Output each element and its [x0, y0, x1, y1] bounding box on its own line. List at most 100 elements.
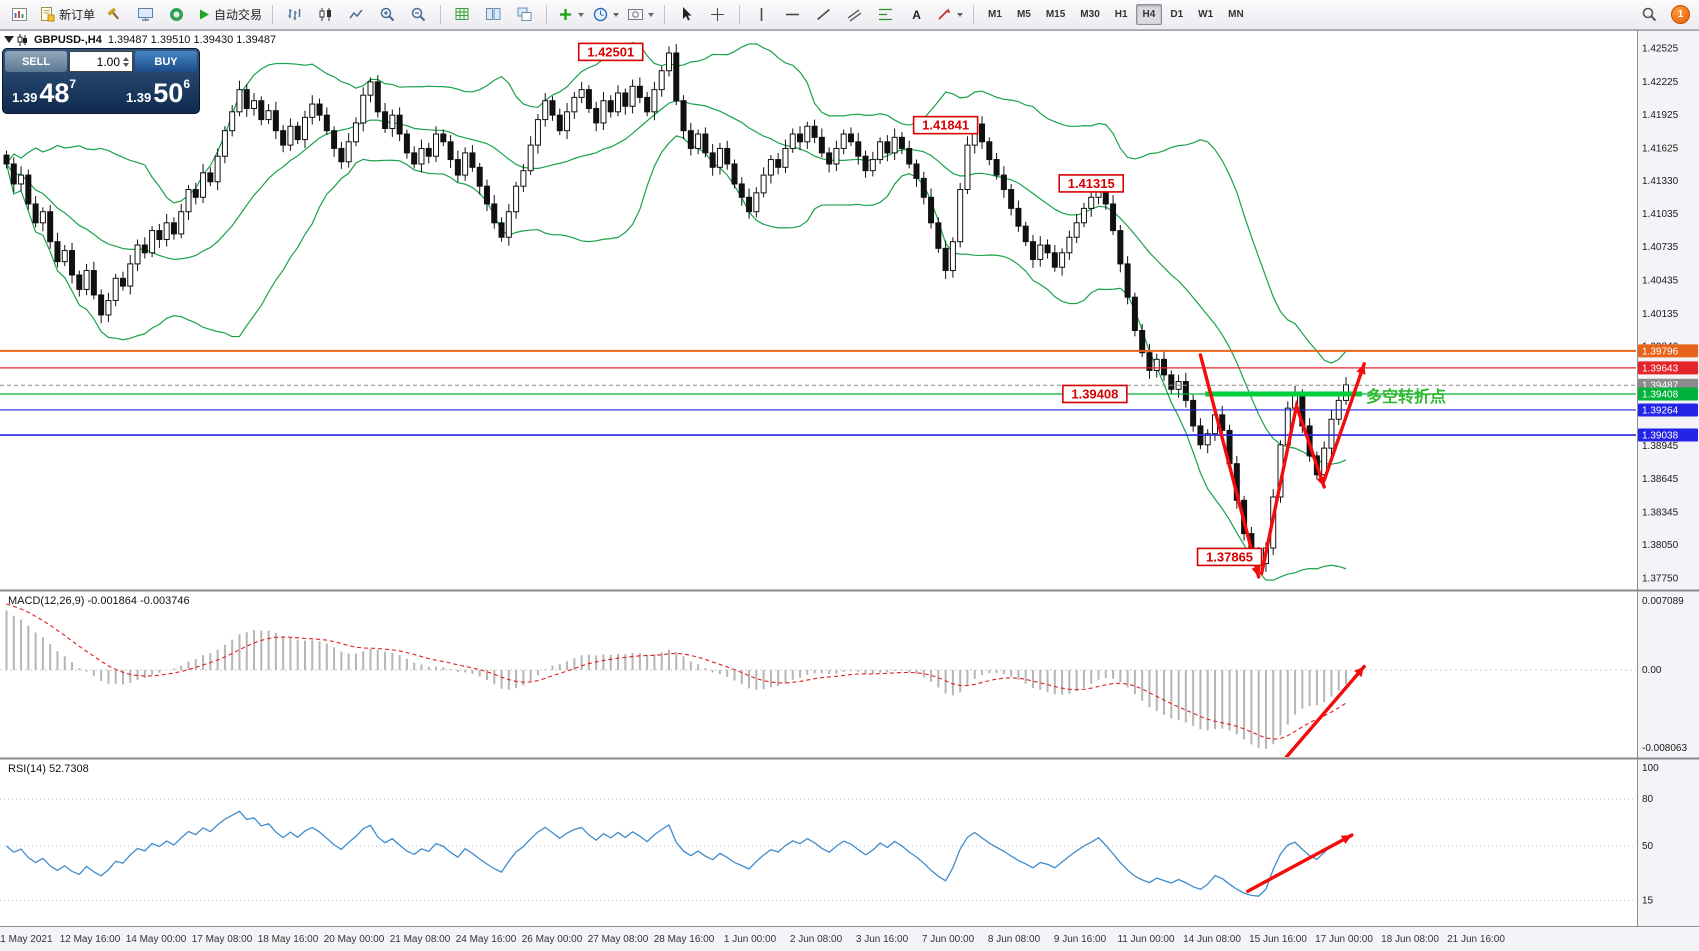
volume-input[interactable]: 1.00 — [69, 51, 133, 72]
candle — [1037, 244, 1044, 260]
candlestick-chart-icon — [319, 8, 332, 21]
candle — [964, 144, 971, 191]
svg-text:1.41625: 1.41625 — [1642, 143, 1679, 154]
price-callout[interactable]: 1.41315 — [1058, 174, 1125, 193]
time-label: 14 Jun 08:00 — [1183, 934, 1241, 945]
timeframe-H1[interactable]: H1 — [1114, 9, 1128, 20]
candle — [1022, 225, 1029, 243]
timeframe-M5[interactable]: M5 — [1016, 9, 1031, 20]
strategy-tester-button[interactable] — [100, 3, 129, 27]
candle — [301, 116, 308, 141]
volume-stepper[interactable] — [123, 56, 129, 67]
arrow-tool-button[interactable] — [933, 3, 966, 27]
price-callout[interactable]: 1.37865 — [1196, 547, 1263, 567]
terminal-button[interactable] — [131, 3, 160, 27]
candle — [396, 114, 403, 135]
candlestick-chart-button[interactable] — [311, 3, 340, 27]
grid-button[interactable] — [448, 3, 477, 27]
text-label-button[interactable]: A — [902, 3, 931, 27]
support-zone-segment[interactable] — [1205, 391, 1363, 397]
candle — [957, 189, 964, 243]
stepper-down-icon[interactable] — [123, 62, 129, 67]
timeframe-D1[interactable]: D1 — [1170, 9, 1184, 20]
trend-arrow[interactable] — [1246, 833, 1354, 893]
cursor-button[interactable] — [672, 3, 701, 27]
candle — [1168, 374, 1175, 390]
one-click-collapse-icon[interactable] — [4, 36, 14, 43]
tile-windows-button[interactable] — [479, 3, 508, 27]
candlesticks — [3, 44, 1350, 573]
trend-arrow[interactable] — [1266, 664, 1366, 781]
timeframe-H4[interactable]: H4 — [1135, 4, 1163, 25]
candle — [665, 52, 672, 72]
timeframe-M30[interactable]: M30 — [1080, 9, 1100, 20]
time-axis[interactable]: 11 May 2021 12 May 16:00 14 May 00:00 17 Ma… — [0, 934, 1505, 945]
stepper-up-icon[interactable] — [123, 56, 129, 61]
trend-arrow[interactable] — [1322, 362, 1366, 483]
autotrade-button[interactable]: 自动交易 — [193, 3, 265, 27]
notification-badge[interactable]: 1 — [1671, 5, 1690, 24]
candle — [811, 125, 818, 138]
vertical-line-button[interactable] — [747, 3, 776, 27]
candle — [622, 92, 629, 107]
price-callout[interactable]: 1.42501 — [577, 42, 644, 62]
add-indicator-button[interactable] — [554, 3, 587, 27]
candle — [564, 111, 571, 132]
bar-chart-button[interactable] — [280, 3, 309, 27]
fibonacci-button[interactable] — [871, 3, 900, 27]
candle — [389, 114, 396, 129]
buy-button[interactable]: BUY — [135, 51, 197, 72]
period-button[interactable] — [589, 3, 622, 27]
timeframe-MN[interactable]: MN — [1228, 9, 1244, 20]
candle — [549, 100, 556, 116]
timeframe-M1[interactable]: M1 — [988, 9, 1002, 20]
candle — [367, 81, 374, 96]
new-chart-button[interactable] — [5, 3, 34, 27]
zoom-in-icon — [380, 7, 395, 22]
crosshair-button[interactable] — [703, 3, 732, 27]
price-tag: 1.39038 — [1638, 428, 1698, 442]
timeframe-W1[interactable]: W1 — [1198, 9, 1214, 20]
chart-window-icon — [12, 8, 27, 21]
candle — [578, 89, 585, 98]
candle — [149, 230, 156, 254]
svg-text:1.39643: 1.39643 — [1642, 363, 1679, 374]
trend-arrow[interactable] — [1259, 399, 1326, 576]
price-callout[interactable]: 1.41841 — [912, 115, 979, 135]
trendline-button[interactable] — [809, 3, 838, 27]
buy-price[interactable]: 1.39506 — [125, 77, 190, 108]
screenshot-button[interactable] — [624, 3, 657, 27]
svg-text:1.42225: 1.42225 — [1642, 77, 1679, 88]
time-label: 26 May 00:00 — [522, 934, 583, 945]
community-button[interactable] — [162, 3, 191, 27]
zoom-out-button[interactable] — [404, 3, 433, 27]
candle — [454, 159, 461, 176]
svg-text:1.40435: 1.40435 — [1642, 275, 1679, 286]
cascade-windows-button[interactable] — [510, 3, 539, 27]
candle — [935, 222, 942, 249]
sell-button[interactable]: SELL — [5, 51, 67, 72]
horizontal-line-button[interactable] — [778, 3, 807, 27]
candle — [229, 111, 236, 132]
price-callout[interactable]: 1.39408 — [1062, 384, 1128, 404]
candle — [207, 172, 214, 183]
candle — [1088, 196, 1095, 209]
new-order-button[interactable]: 新订单 — [36, 3, 98, 27]
price-axis[interactable]: 1.42525 1.42225 1.41925 1.41625 1.41330 1.410… — [1638, 44, 1698, 907]
trend-arrow[interactable] — [1198, 353, 1261, 579]
svg-text:1.42525: 1.42525 — [1642, 44, 1679, 55]
timeframe-M15[interactable]: M15 — [1045, 9, 1066, 20]
toolbar: 新订单 自动交易 A M1 M5 M15 M30 H1 H4 D1 W1 MN 1 — [0, 0, 1699, 30]
candle — [1204, 433, 1211, 446]
svg-text:1.39408: 1.39408 — [1071, 386, 1118, 401]
sell-price[interactable]: 1.39487 — [12, 77, 77, 108]
search-button[interactable] — [1635, 3, 1664, 27]
channel-button[interactable] — [840, 3, 869, 27]
candle — [775, 159, 782, 168]
candle — [673, 52, 680, 102]
add-indicator-icon — [560, 9, 572, 20]
line-chart-button[interactable] — [342, 3, 371, 27]
zoom-in-button[interactable] — [373, 3, 402, 27]
dropdown-caret-icon — [957, 12, 964, 17]
